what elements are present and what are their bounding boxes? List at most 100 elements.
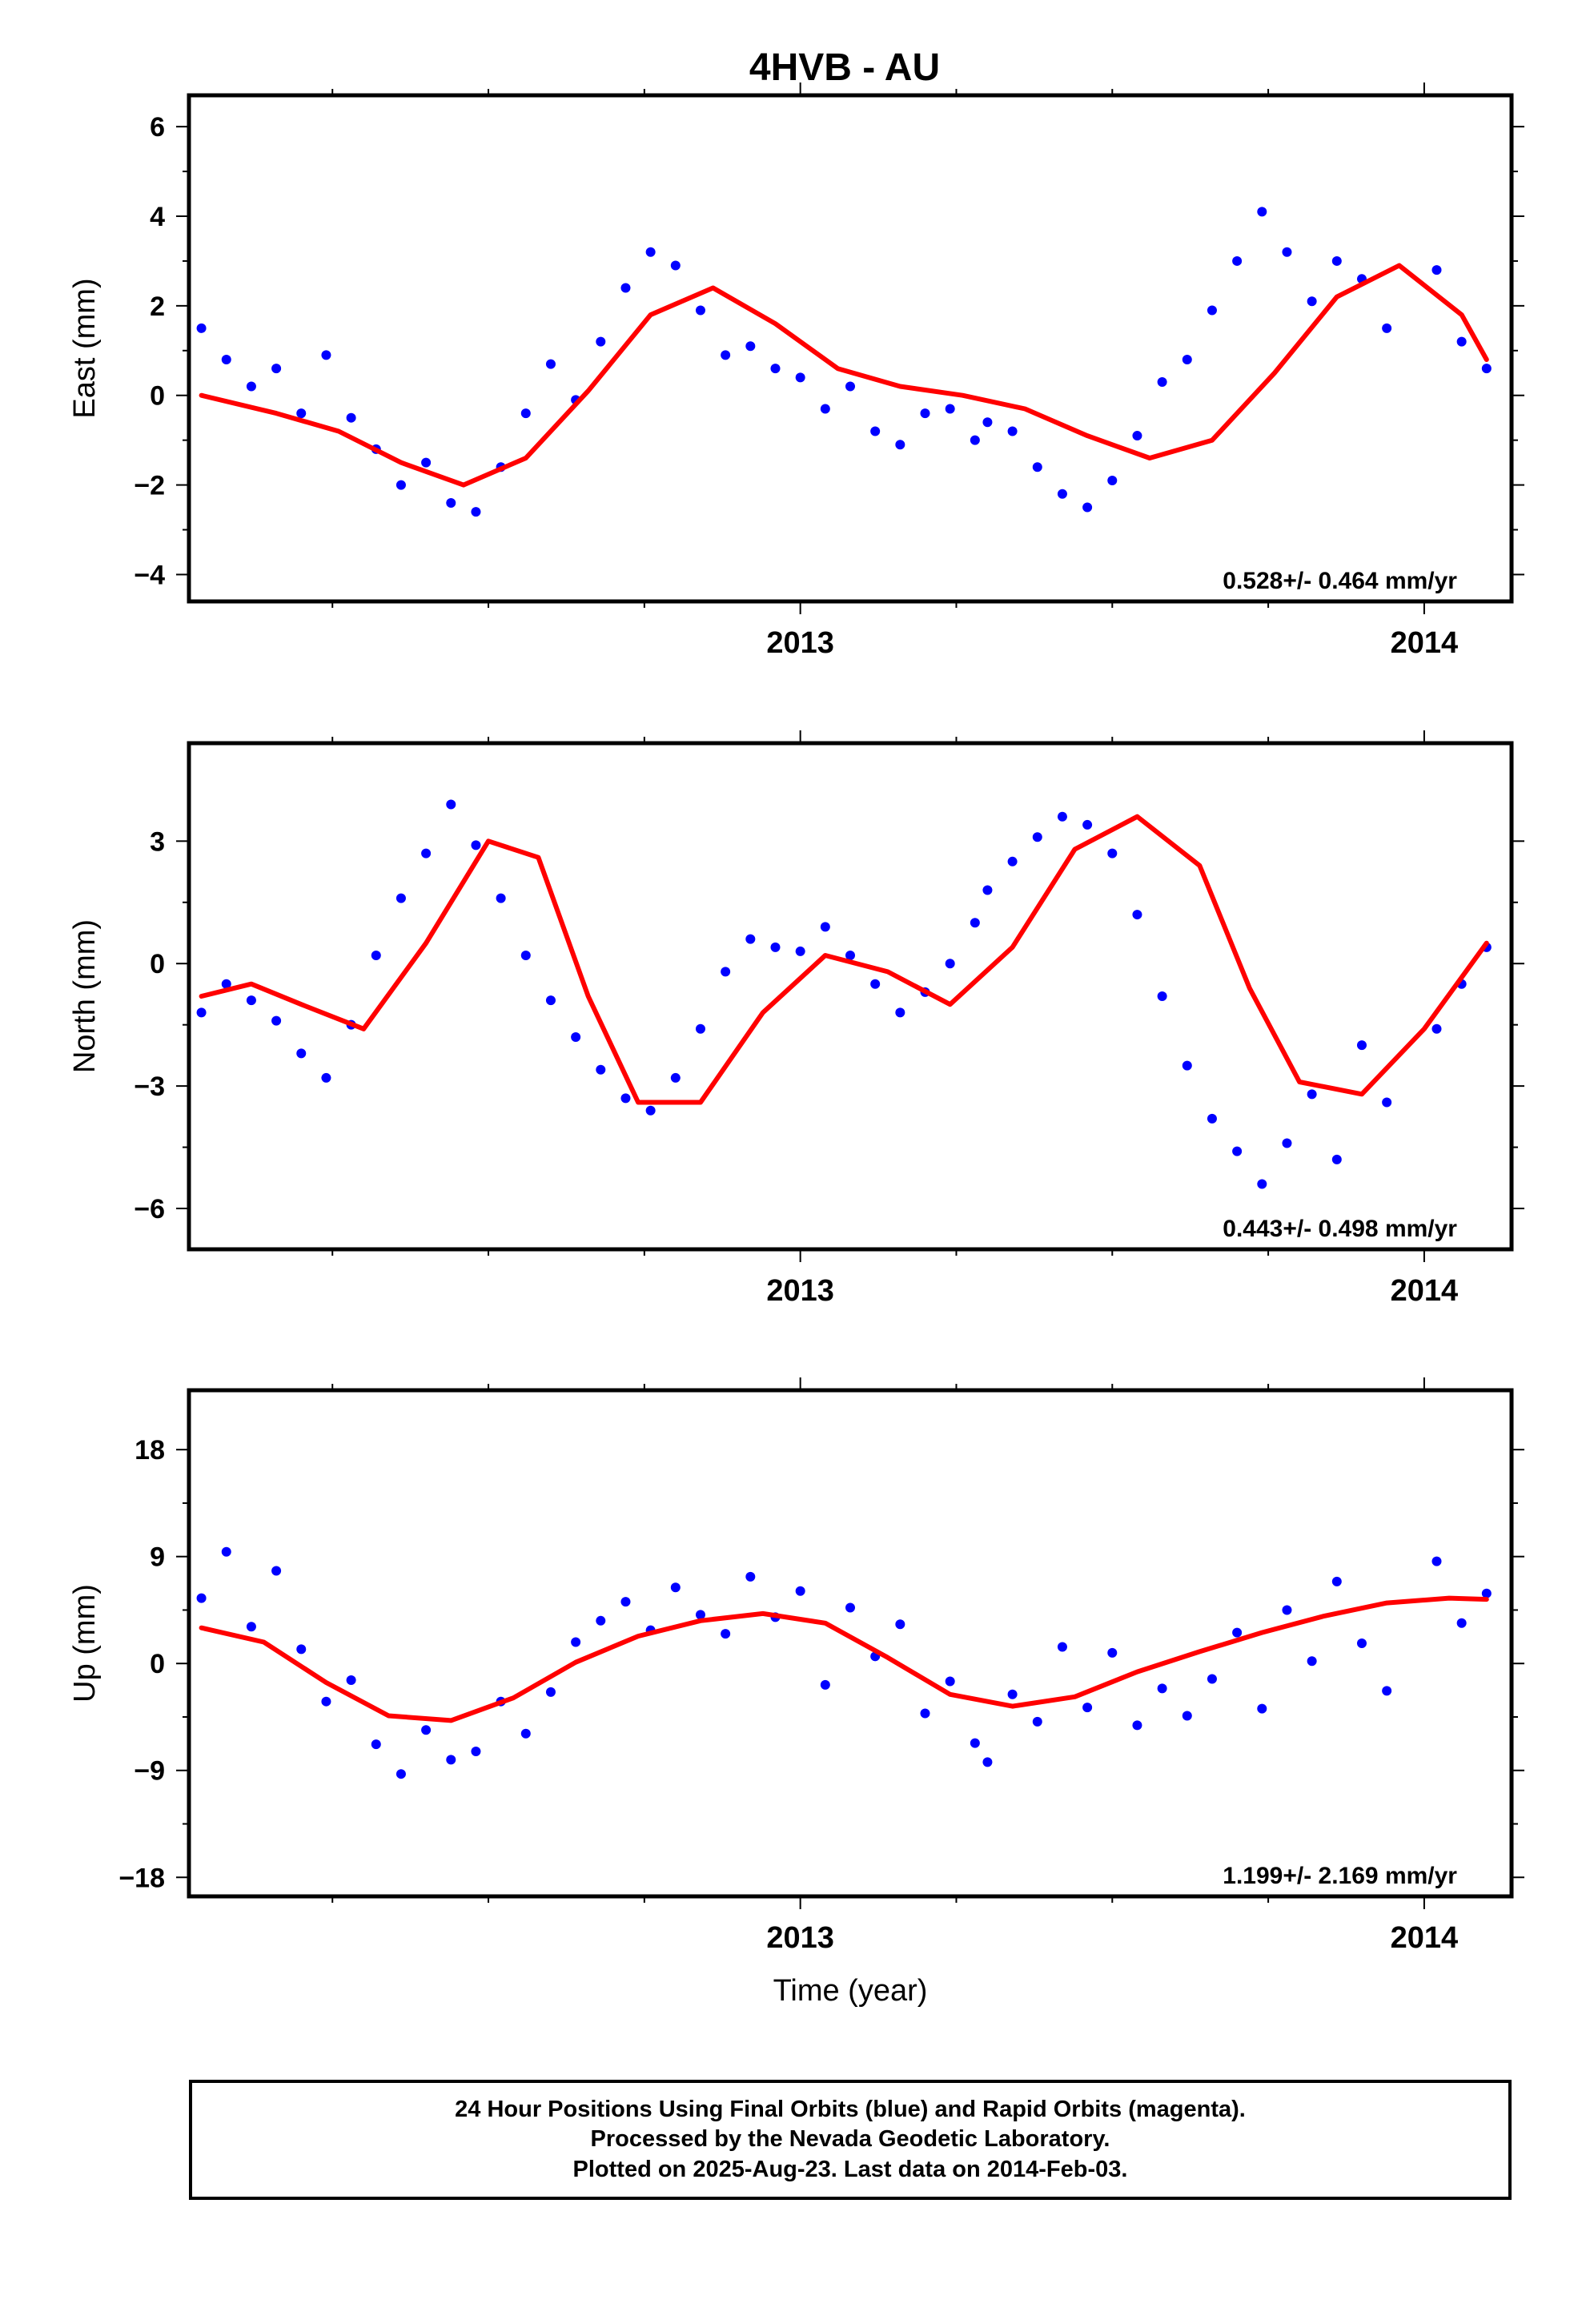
- data-point: [970, 1738, 980, 1748]
- data-point: [970, 435, 980, 445]
- data-point: [221, 1546, 231, 1557]
- data-point: [371, 1739, 381, 1750]
- data-point: [1057, 489, 1067, 499]
- data-point: [845, 381, 855, 392]
- y-tick-label: −9: [134, 1756, 165, 1787]
- data-point: [1356, 1638, 1367, 1648]
- data-point: [1481, 1588, 1492, 1598]
- data-point: [571, 1637, 581, 1647]
- data-point: [1307, 1656, 1317, 1667]
- data-point: [346, 1675, 356, 1685]
- data-point: [1207, 305, 1217, 316]
- data-point: [1182, 1711, 1192, 1721]
- data-point: [1057, 1642, 1067, 1652]
- data-point: [1257, 1703, 1267, 1714]
- data-point: [982, 1757, 993, 1767]
- data-point: [820, 922, 830, 932]
- data-point: [446, 1755, 456, 1765]
- data-point: [1182, 1060, 1192, 1071]
- data-point: [296, 1644, 307, 1655]
- data-point: [221, 354, 231, 364]
- data-point: [1382, 1097, 1392, 1108]
- data-point: [421, 1725, 432, 1735]
- data-point: [1082, 819, 1093, 830]
- data-point: [321, 1072, 331, 1083]
- y-tick-label: 3: [150, 826, 165, 857]
- fit-curve: [199, 263, 1489, 488]
- caption-line-1: 24 Hour Positions Using Final Orbits (bl…: [455, 2096, 1246, 2122]
- data-point: [1481, 364, 1492, 374]
- data-point: [246, 1622, 256, 1632]
- data-point: [1182, 354, 1192, 364]
- data-point: [1307, 1089, 1317, 1100]
- data-point: [1032, 832, 1042, 842]
- data-point: [421, 848, 432, 858]
- data-point: [1232, 1146, 1243, 1156]
- rate-label: 0.528+/- 0.464 mm/yr: [1223, 568, 1457, 594]
- data-point: [645, 247, 656, 257]
- data-point: [1032, 1716, 1042, 1727]
- data-point: [795, 372, 805, 383]
- data-point: [596, 1064, 606, 1075]
- data-point: [1007, 426, 1018, 436]
- x-tick-label: 2014: [1391, 1921, 1459, 1955]
- y-axis-label: North (mm): [68, 919, 102, 1073]
- caption-box: 24 Hour Positions Using Final Orbits (bl…: [189, 2080, 1512, 2200]
- figure-title: 4HVB - AU: [749, 46, 940, 89]
- y-axis-label: Up (mm): [68, 1584, 102, 1703]
- data-point: [870, 426, 881, 436]
- x-axis-label: Time (year): [773, 1974, 928, 2008]
- data-point: [721, 967, 731, 977]
- data-point: [1356, 1040, 1367, 1051]
- data-point: [1232, 1627, 1243, 1638]
- rate-label: 1.199+/- 2.169 mm/yr: [1223, 1863, 1457, 1889]
- y-tick-label: 0: [150, 949, 165, 979]
- data-point: [520, 408, 531, 419]
- fit-curve: [199, 814, 1489, 1105]
- data-point: [471, 840, 481, 850]
- data-point: [645, 1105, 656, 1116]
- data-point: [895, 440, 905, 450]
- y-tick-label: 0: [150, 1649, 165, 1679]
- data-point: [795, 946, 805, 956]
- caption-line-2: Processed by the Nevada Geodetic Laborat…: [590, 2126, 1110, 2153]
- data-point: [396, 1769, 406, 1779]
- plot-frame: [187, 1388, 1514, 1899]
- data-point: [721, 350, 731, 360]
- data-point: [446, 497, 456, 508]
- data-point: [1107, 1647, 1118, 1658]
- data-point: [1307, 296, 1317, 307]
- data-point: [1082, 1703, 1093, 1713]
- data-point: [271, 1015, 282, 1026]
- data-point: [1331, 1154, 1342, 1164]
- plot-frame: [187, 741, 1514, 1252]
- y-tick-label: 4: [150, 202, 165, 232]
- data-point: [1132, 431, 1142, 441]
- y-tick-label: −2: [134, 471, 165, 501]
- data-point: [670, 1072, 681, 1083]
- data-point: [196, 1593, 207, 1603]
- data-point: [920, 408, 930, 419]
- data-point: [321, 1696, 331, 1707]
- data-point: [945, 959, 955, 969]
- data-point: [1331, 255, 1342, 266]
- data-point: [695, 1610, 705, 1620]
- data-point: [1157, 376, 1167, 387]
- data-point: [1282, 247, 1292, 257]
- data-point: [196, 1007, 207, 1018]
- data-point: [1282, 1138, 1292, 1148]
- x-tick-label: 2014: [1391, 1274, 1459, 1308]
- data-point: [296, 1048, 307, 1059]
- y-tick-label: −18: [118, 1863, 165, 1893]
- data-point: [1132, 910, 1142, 920]
- data-point: [596, 1615, 606, 1626]
- data-point: [770, 364, 781, 374]
- data-point: [670, 1582, 681, 1593]
- x-tick-label: 2014: [1391, 626, 1459, 660]
- data-point: [945, 1676, 955, 1687]
- data-point: [1456, 336, 1467, 347]
- y-tick-label: 18: [135, 1435, 165, 1466]
- data-point: [545, 1687, 556, 1697]
- data-point: [1382, 323, 1392, 333]
- x-tick-label: 2013: [766, 1274, 834, 1308]
